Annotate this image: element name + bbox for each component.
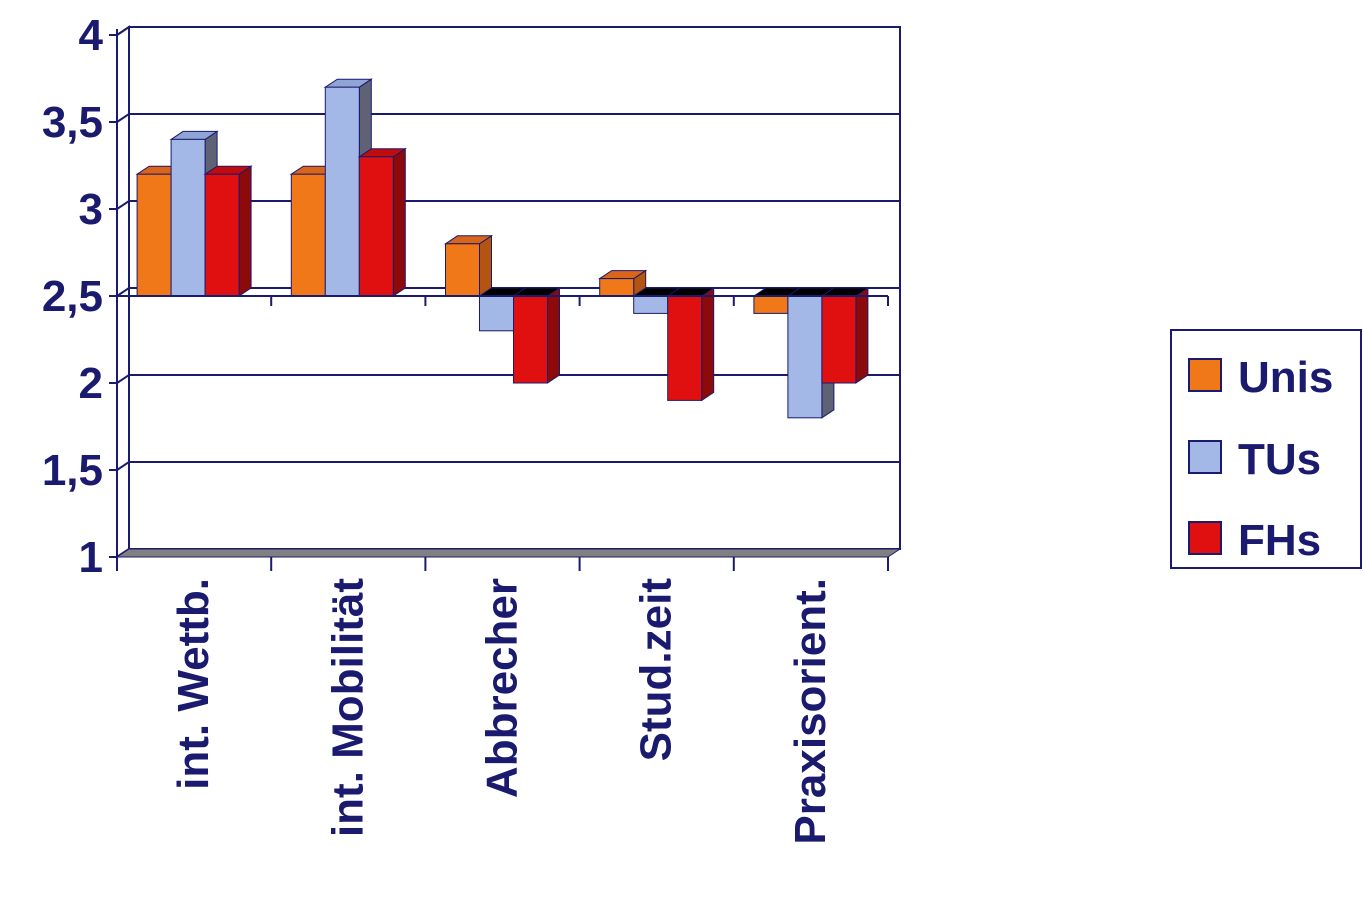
bar-side	[701, 287, 715, 402]
bars-layer	[135, 78, 870, 419]
bar	[666, 287, 716, 402]
y-tick-label: 3	[79, 185, 103, 234]
gridline-side	[116, 287, 130, 297]
bar-front	[445, 243, 480, 297]
bar-side	[547, 287, 560, 384]
bar-front	[136, 173, 172, 297]
bar-front	[633, 295, 669, 314]
bar	[443, 234, 494, 297]
x-category-label: int. Mobilität	[323, 578, 372, 837]
bar-front	[787, 295, 823, 419]
x-category-label: int. Wettb.	[169, 578, 218, 790]
legend-swatch-tus	[1188, 440, 1222, 474]
y-tick-label: 4	[79, 11, 104, 60]
gridline-side	[116, 26, 130, 36]
gridline-side	[116, 200, 130, 210]
y-tick-label: 3,5	[42, 98, 103, 147]
gridline-side	[116, 461, 130, 471]
bar	[820, 287, 870, 384]
bar-front	[667, 295, 703, 401]
legend-swatch-unis	[1188, 358, 1222, 392]
bar-front	[753, 295, 789, 314]
y-tick-label: 1,5	[42, 446, 103, 495]
gridline-side	[116, 374, 130, 384]
y-tick-label: 1	[79, 533, 103, 582]
legend: Unis TUs FHs	[1170, 329, 1362, 569]
bar-front	[479, 295, 514, 332]
x-category-label: Abbrecher	[478, 578, 527, 798]
legend-label-unis: Unis	[1238, 353, 1333, 402]
bar	[203, 165, 253, 297]
legend-swatch-fhs	[1188, 521, 1222, 555]
plot-floor	[115, 548, 902, 558]
x-category-label: Stud.zeit	[632, 578, 681, 762]
x-category-label: Praxisorient.	[786, 578, 835, 845]
bar-front	[513, 295, 548, 384]
bar-front	[204, 173, 240, 297]
bar-side	[392, 147, 406, 297]
axis-layer: 1 1,5 2 2,5 3 3,5 4 int. Wettb. int. Mobilität Ab…	[42, 11, 889, 845]
bar-side	[855, 287, 869, 384]
bar-front	[599, 278, 635, 297]
y-tick-label: 2	[79, 359, 103, 408]
bar-front	[170, 138, 206, 297]
bar-side	[479, 234, 492, 297]
legend-label-fhs: FHs	[1238, 516, 1321, 565]
bar-front	[821, 295, 857, 384]
bar	[357, 147, 407, 297]
bar-front	[290, 173, 326, 297]
bar-side	[238, 165, 252, 297]
bar-front	[358, 156, 394, 297]
bar	[511, 287, 562, 384]
legend-label-tus: TUs	[1238, 435, 1321, 484]
gridline-side	[116, 113, 130, 123]
y-tick-label: 2,5	[42, 272, 103, 321]
bar-front	[324, 86, 360, 297]
